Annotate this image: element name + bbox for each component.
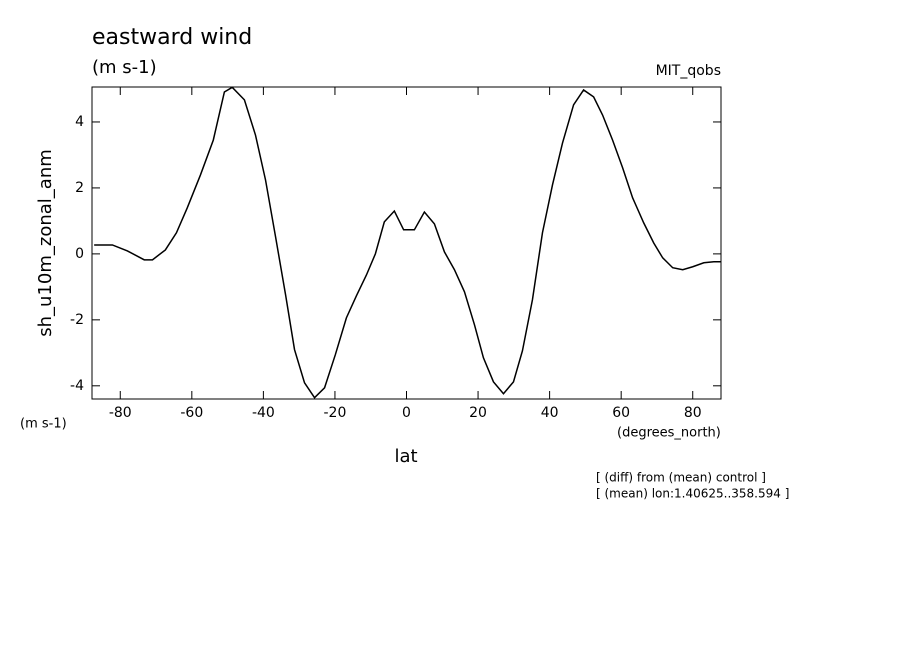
note: [ (mean) lon:1.40625..358.594 ] — [596, 487, 789, 501]
dataset-label: MIT_qobs — [656, 63, 721, 79]
note: [ (diff) from (mean) control ] — [596, 471, 766, 485]
x-tick-label: -60 — [180, 405, 203, 421]
x-tick-label: -20 — [324, 405, 347, 421]
data-line — [94, 86, 721, 399]
x-axis-label: lat — [394, 446, 417, 467]
x-tick-label: 40 — [541, 405, 559, 421]
x-tick-label: 80 — [684, 405, 702, 421]
y-tick-label: 4 — [75, 114, 84, 130]
x-tick-label: -80 — [109, 405, 132, 421]
x-tick-label: 20 — [469, 405, 487, 421]
chart-subtitle: (m s-1) — [92, 57, 157, 78]
x-tick-label: 60 — [612, 405, 630, 421]
y-tick-label: -4 — [70, 378, 84, 394]
chart-title: eastward wind — [92, 25, 252, 50]
x-tick-label: 0 — [402, 405, 411, 421]
y-units: (m s-1) — [20, 417, 67, 432]
plot-frame — [91, 86, 722, 400]
x-tick-label: -40 — [252, 405, 275, 421]
y-axis-label: sh_u10m_zonal_anm — [35, 149, 56, 337]
y-tick-label: 0 — [75, 246, 84, 262]
y-tick-label: 2 — [75, 180, 84, 196]
x-units: (degrees_north) — [617, 426, 721, 441]
y-tick-label: -2 — [70, 312, 84, 328]
